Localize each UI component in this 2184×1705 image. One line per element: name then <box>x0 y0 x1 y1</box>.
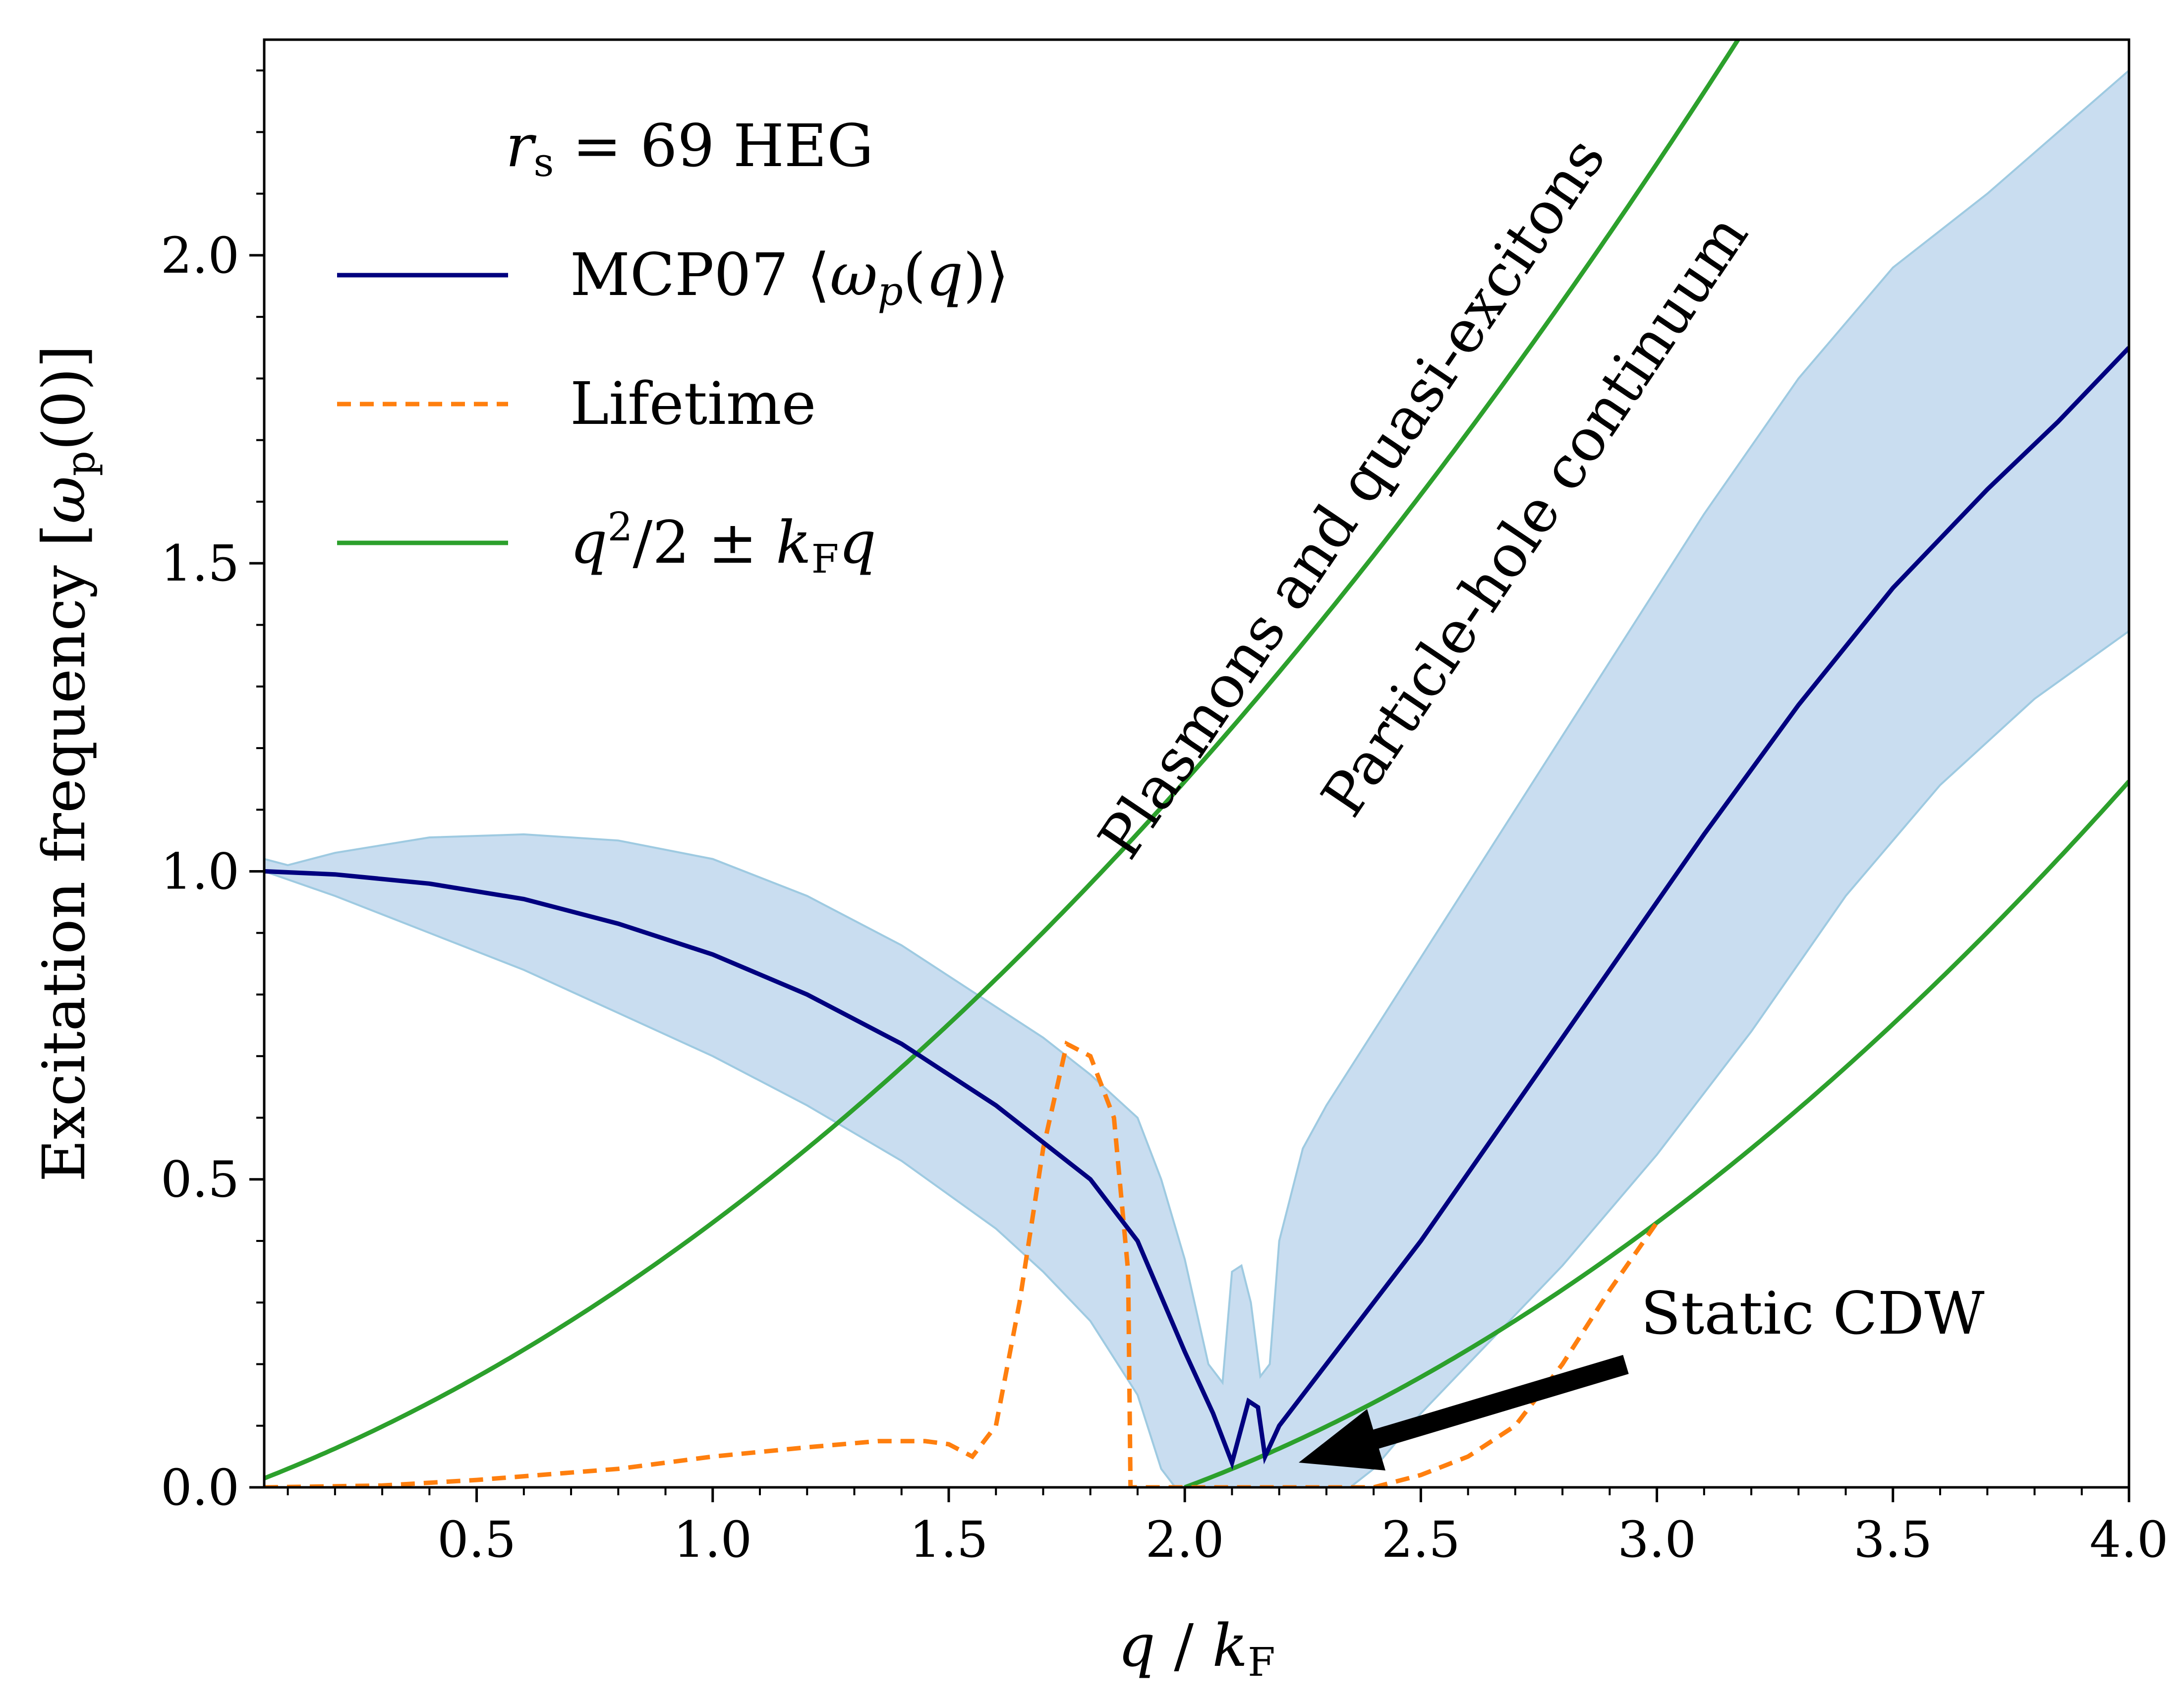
x-tick-label: 3.0 <box>1617 1511 1696 1569</box>
y-tick-label: 1.0 <box>161 842 239 900</box>
y-axis: 0.0 0.5 1.0 1.5 2.0 <box>161 69 264 1517</box>
legend-title: rs = 69 HEG <box>506 112 873 185</box>
x-tick-label: 2.0 <box>1146 1511 1224 1569</box>
arrow-static-cdw <box>1299 1354 1629 1470</box>
annotation-static-cdw: Static CDW <box>1641 1279 1985 1348</box>
legend: rs = 69 HEG MCP07 ⟨ωp(q)⟩ Lifetime q2/2 … <box>337 112 1009 582</box>
y-tick-label: 1.5 <box>161 534 239 592</box>
x-tick-label: 0.5 <box>437 1511 516 1569</box>
legend-label-mcp07: MCP07 ⟨ωp(q)⟩ <box>570 240 1009 314</box>
series-mcp07-line <box>264 346 2129 1470</box>
x-tick-label: 1.5 <box>909 1511 988 1569</box>
y-axis-label: Excitation frequency [ωp(0)] <box>30 345 104 1182</box>
series-particle-hole-upper-line <box>264 40 1741 1480</box>
plot-frame <box>263 38 2130 1489</box>
x-tick-label: 3.5 <box>1853 1511 1932 1569</box>
legend-label-lifetime: Lifetime <box>570 369 816 438</box>
x-axis: 0.5 1.0 1.5 2.0 2.5 3.0 3.5 4.0 <box>287 1487 2169 1569</box>
series-lifetime-line <box>264 1040 1659 1487</box>
x-tick-label: 1.0 <box>673 1511 752 1569</box>
plot-area <box>264 40 2129 1487</box>
x-axis-label: q / kF <box>1118 1611 1275 1685</box>
series-particle-hole-lower-line <box>1184 780 2129 1487</box>
x-tick-label: 2.5 <box>1381 1511 1460 1569</box>
x-tick-label: 4.0 <box>2089 1511 2168 1569</box>
y-tick-label: 0.5 <box>161 1151 239 1209</box>
y-tick-label: 0.0 <box>161 1459 239 1517</box>
uncertainty-band <box>264 69 2129 1487</box>
y-tick-label: 2.0 <box>161 227 239 285</box>
legend-label-particle-hole: q2/2 ± kFq <box>570 504 876 582</box>
